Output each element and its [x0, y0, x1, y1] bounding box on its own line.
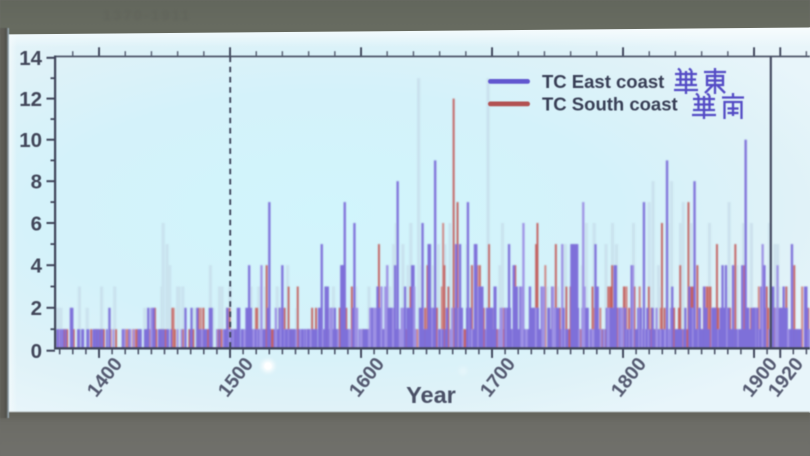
svg-text:6: 6	[31, 212, 42, 235]
svg-text:10: 10	[19, 129, 42, 152]
svg-text:1400: 1400	[83, 353, 127, 401]
svg-text:2: 2	[31, 297, 42, 320]
svg-text:1600: 1600	[345, 353, 389, 401]
svg-text:0: 0	[31, 340, 42, 363]
svg-text:1500: 1500	[214, 353, 258, 401]
svg-text:1800: 1800	[607, 353, 651, 401]
svg-text:8: 8	[31, 171, 42, 194]
svg-text:Year: Year	[406, 382, 456, 408]
svg-text:12: 12	[19, 88, 42, 111]
svg-text:14: 14	[19, 47, 42, 70]
svg-text:TC South coast: TC South coast	[542, 94, 678, 115]
svg-text:4: 4	[31, 255, 43, 278]
svg-text:TC East coast: TC East coast	[542, 71, 664, 92]
svg-text:1700: 1700	[476, 353, 520, 401]
